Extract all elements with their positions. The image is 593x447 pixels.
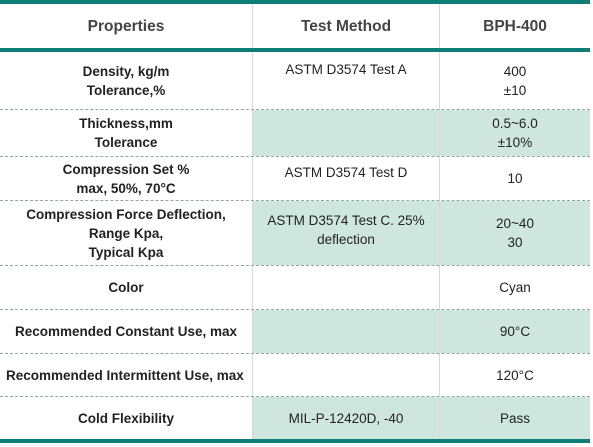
value-line: 0.5~6.0 <box>492 116 538 131</box>
header-product: BPH-400 <box>483 17 547 35</box>
value-cell: 10 <box>440 157 590 200</box>
property-line: Tolerance <box>94 135 158 150</box>
header-test-method: Test Method <box>253 4 440 48</box>
property-cell: Recommended Intermittent Use, max <box>0 354 253 396</box>
value-line: 10 <box>507 171 523 186</box>
method-line: ASTM D3574 Test C. 25% <box>267 213 425 228</box>
table-row-intermittent-use: Recommended Intermittent Use, max 120°C <box>0 354 590 397</box>
method-cell: MIL-P-12420D, -40 <box>253 397 440 439</box>
method-line: ASTM D3574 Test A <box>285 62 407 77</box>
method-cell: ASTM D3574 Test C. 25% deflection <box>253 201 440 265</box>
property-cell: Color <box>0 266 253 309</box>
value-line: 90°C <box>499 324 531 339</box>
method-cell <box>253 266 440 309</box>
table-row-thickness: Thickness,mm Tolerance 0.5~6.0 ±10% <box>0 110 590 157</box>
table-row-constant-use: Recommended Constant Use, max 90°C <box>0 310 590 354</box>
table-row-compression-force: Compression Force Deflection, Range Kpa,… <box>0 201 590 266</box>
property-line: Tolerance,% <box>86 82 166 98</box>
method-cell <box>253 110 440 156</box>
header-divider <box>0 48 590 52</box>
table-row-cold-flexibility: Cold Flexibility MIL-P-12420D, -40 Pass <box>0 397 590 439</box>
value-cell: Pass <box>440 397 590 439</box>
table-row-compression-set: Compression Set % max, 50%, 70°C ASTM D3… <box>0 157 590 201</box>
method-line: deflection <box>317 232 375 247</box>
value-line: Pass <box>499 410 530 426</box>
property-line: Compression Force Deflection, <box>26 206 226 222</box>
value-line: 400 <box>503 63 527 79</box>
value-cell: Cyan <box>440 266 590 309</box>
value-line: ±10 <box>503 82 527 98</box>
value-line: Cyan <box>499 280 531 295</box>
method-cell: ASTM D3574 Test D <box>253 157 440 200</box>
property-line: Recommended Constant Use, max <box>14 324 238 339</box>
value-cell: 400 ±10 <box>440 52 590 109</box>
property-cell: Density, kg/m Tolerance,% <box>0 52 253 109</box>
property-cell: Compression Set % max, 50%, 70°C <box>0 157 253 200</box>
table-row-color: Color Cyan <box>0 266 590 310</box>
table-bottom-border <box>0 439 590 443</box>
property-cell: Cold Flexibility <box>0 397 253 439</box>
header-properties: Properties <box>0 4 253 48</box>
property-line: Thickness,mm <box>79 116 173 131</box>
value-line: 20~40 <box>496 216 534 231</box>
method-cell <box>253 354 440 396</box>
method-cell <box>253 310 440 353</box>
property-line: Range Kpa, <box>88 225 164 241</box>
value-cell: 0.5~6.0 ±10% <box>440 110 590 156</box>
property-line: Cold Flexibility <box>77 410 174 426</box>
method-line: MIL-P-12420D, -40 <box>288 410 404 426</box>
value-line: 30 <box>507 235 523 250</box>
property-line: Color <box>108 280 144 295</box>
method-line: ASTM D3574 Test D <box>284 165 408 180</box>
table-row-density: Density, kg/m Tolerance,% ASTM D3574 Tes… <box>0 52 590 110</box>
property-cell: Thickness,mm Tolerance <box>0 110 253 156</box>
property-cell: Recommended Constant Use, max <box>0 310 253 353</box>
property-line: max, 50%, 70°C <box>76 180 176 196</box>
property-cell: Compression Force Deflection, Range Kpa,… <box>0 201 253 265</box>
property-line: Density, kg/m <box>82 63 170 79</box>
value-cell: 90°C <box>440 310 590 353</box>
property-line: Recommended Intermittent Use, max <box>6 367 244 383</box>
method-cell: ASTM D3574 Test A <box>253 52 440 109</box>
value-cell: 20~40 30 <box>440 201 590 265</box>
value-cell: 120°C <box>440 354 590 396</box>
table-top-border <box>0 0 590 4</box>
table-header-row: Properties Test Method BPH-400 <box>0 4 590 48</box>
value-line: ±10% <box>497 135 533 150</box>
property-line: Typical Kpa <box>88 244 164 260</box>
value-line: 120°C <box>496 367 534 383</box>
property-line: Compression Set % <box>62 161 190 177</box>
